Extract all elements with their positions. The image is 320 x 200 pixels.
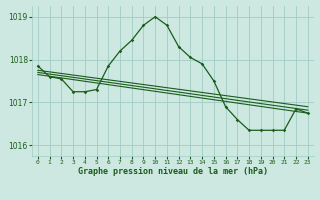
X-axis label: Graphe pression niveau de la mer (hPa): Graphe pression niveau de la mer (hPa) [78, 167, 268, 176]
